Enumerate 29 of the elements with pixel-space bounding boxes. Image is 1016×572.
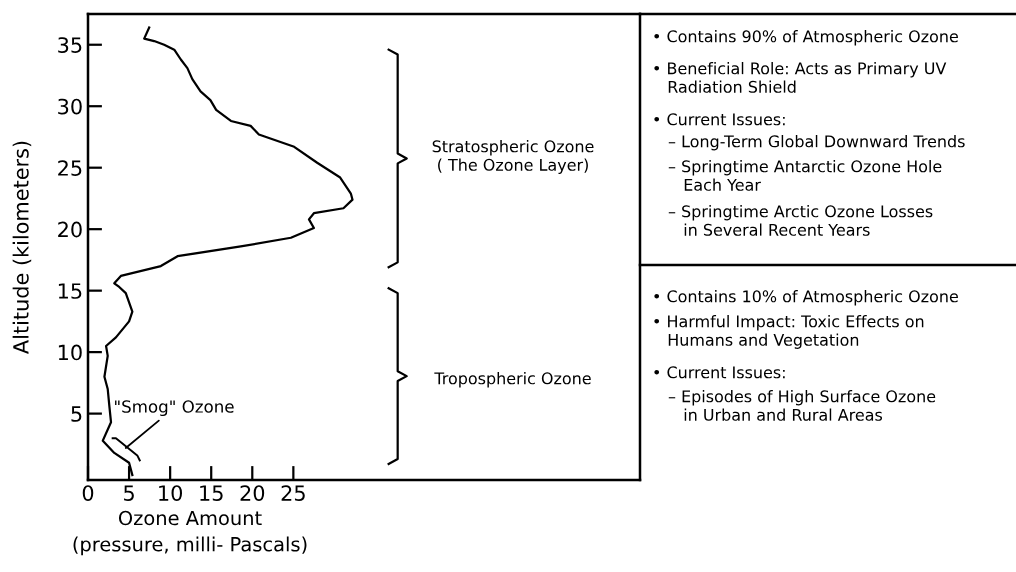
y-tick-label: 5 (71, 406, 82, 422)
y-tick-label: 30 (58, 98, 82, 115)
y-tick-label: 25 (58, 160, 82, 176)
text: – Episodes of High Surface Ozone in Urban and Rural Areas (668, 390, 936, 421)
x-tick-label: 15 (200, 485, 223, 501)
x-tick-label: 25 (281, 485, 305, 501)
x-tick-label: 20 (240, 485, 265, 501)
x-tick-label: 5 (124, 485, 134, 501)
y-axis-title: Altitude (kilometers) (12, 141, 32, 354)
y-tick-label: 10 (58, 344, 82, 361)
x-tick-label: 10 (159, 485, 183, 501)
text: • Current Issues: (654, 366, 785, 379)
y-tick-label: 35 (58, 37, 82, 53)
annotation: Tropospheric Ozone (434, 372, 591, 388)
y-tick-label: 20 (58, 221, 82, 238)
text: – Springtime Antarctic Ozone Hole Each Year (668, 160, 942, 191)
text: • Beneficial Role: Acts as Primary UV Radiation Shield (654, 62, 947, 93)
text: – Long-Term Global Downward Trends (668, 135, 965, 151)
text: • Current Issues: (654, 113, 785, 126)
line-series (101, 26, 354, 477)
text: – Springtime Arctic Ozone Losses in Several Recent Years (668, 205, 933, 236)
x-axis-title: Ozone Amount (pressure, milli- Pascals) (73, 510, 307, 556)
text: • Contains 90% of Atmospheric Ozone (654, 30, 958, 46)
x-tick-label: 0 (82, 485, 94, 501)
annotation: Stratospheric Ozone ( The Ozone Layer) (432, 140, 594, 174)
y-tick-label: 15 (58, 283, 82, 299)
text: • Harmful Impact: Toxic Effects on Humans and Vegetation (654, 315, 924, 349)
text: • Contains 10% of Atmospheric Ozone (654, 290, 958, 306)
annotation: "Smog" Ozone (115, 400, 234, 417)
